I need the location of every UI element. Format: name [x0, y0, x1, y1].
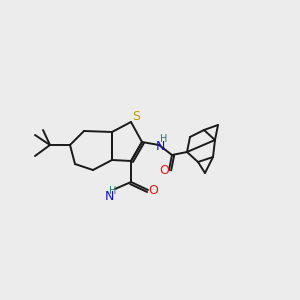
Text: S: S: [132, 110, 140, 124]
Text: O: O: [159, 164, 169, 176]
Text: N: N: [104, 190, 114, 203]
Text: O: O: [148, 184, 158, 196]
Text: N: N: [155, 140, 165, 152]
Text: H: H: [160, 134, 168, 144]
Text: H: H: [109, 186, 117, 196]
